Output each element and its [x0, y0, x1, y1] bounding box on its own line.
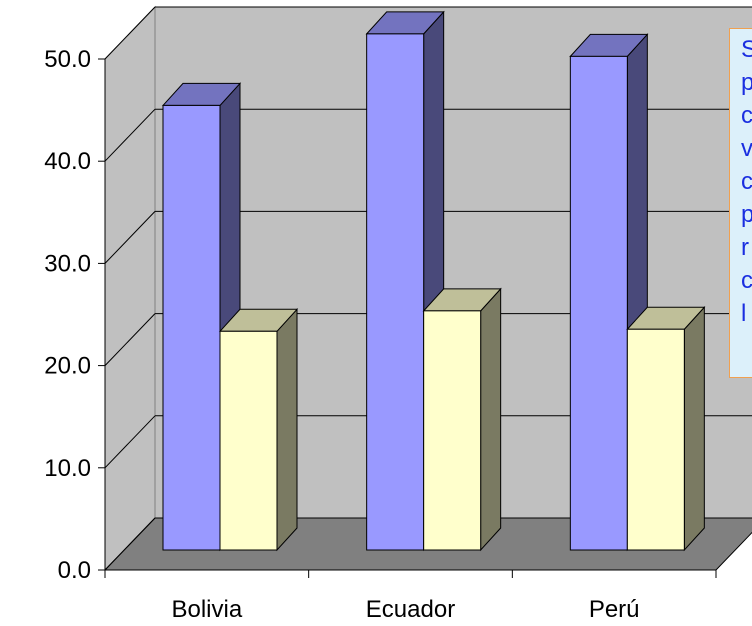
- bar: [626, 305, 706, 552]
- category-labels: Bolivia Ecuador Perú: [171, 596, 639, 623]
- y-tick-label: 50.0: [44, 46, 91, 73]
- annotation-line: c: [741, 102, 752, 129]
- y-tick-labels: 0.0 10.0 20.0 30.0 40.0 50.0: [44, 46, 105, 584]
- gridline-side: [104, 211, 156, 264]
- gridline-side: [104, 313, 156, 366]
- annotation-line: c: [741, 267, 752, 294]
- y-tick-label: 0.0: [58, 557, 91, 584]
- bar: [218, 307, 299, 552]
- annotation-box: Spcvcprcl: [729, 28, 752, 378]
- gridline-side: [104, 6, 156, 60]
- annotation-text: Spcvcprcl: [730, 29, 752, 330]
- annotation-line: r: [741, 234, 749, 261]
- y-tick-label: 20.0: [44, 353, 91, 380]
- gridline-side: [104, 415, 156, 469]
- annotation-line: v: [741, 135, 752, 162]
- y-tick-label: 10.0: [44, 455, 91, 482]
- bars: [161, 10, 706, 552]
- chart-side-wall: [104, 5, 156, 572]
- y-tick-label: 40.0: [44, 148, 91, 175]
- bar: [422, 287, 502, 552]
- bar: [569, 33, 649, 552]
- annotation-line: c: [741, 168, 752, 195]
- annotation-line: p: [730, 66, 752, 99]
- y-tick-label: 30.0: [44, 250, 91, 277]
- category-label: Perú: [589, 596, 640, 623]
- category-label: Ecuador: [366, 596, 455, 623]
- category-label: Bolivia: [171, 596, 242, 623]
- annotation-line: l: [741, 300, 747, 327]
- gridline-side: [104, 108, 156, 162]
- axes: [104, 59, 717, 578]
- gridline-side: [104, 517, 156, 571]
- annotation-line: S: [730, 33, 752, 66]
- annotation-line: p: [730, 198, 752, 231]
